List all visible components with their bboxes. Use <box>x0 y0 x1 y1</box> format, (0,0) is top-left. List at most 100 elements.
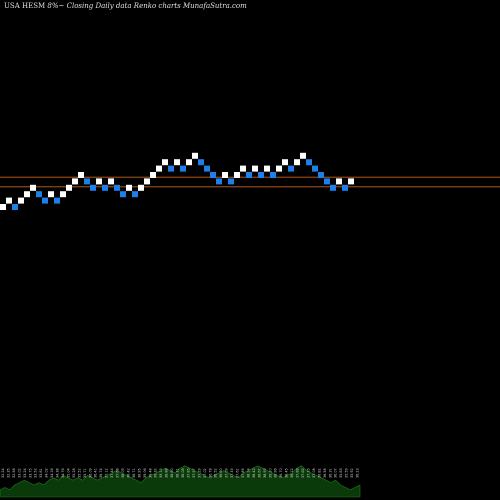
price-label: 34.18 <box>50 468 54 478</box>
symbol-label: USA HESM <box>4 2 46 10</box>
renko-brick-18 <box>108 178 114 185</box>
price-label: 35.28 <box>72 468 76 478</box>
renko-brick-33 <box>198 159 204 166</box>
price-label: 38.12 <box>290 468 294 478</box>
renko-brick-16 <box>96 178 102 185</box>
renko-brick-39 <box>234 172 240 178</box>
renko-brick-52 <box>312 165 318 172</box>
price-label: 35.04 <box>66 468 70 478</box>
renko-brick-4 <box>24 191 30 198</box>
price-label: 37.57 <box>192 468 196 478</box>
price-label: 37.88 <box>296 468 300 478</box>
price-label: 38.95 <box>137 468 141 478</box>
price-label: 39.15 <box>159 468 163 478</box>
change-label: 8% <box>47 2 59 10</box>
renko-brick-49 <box>294 159 300 166</box>
renko-brick-11 <box>66 184 72 191</box>
price-label: 32.24 <box>1 468 5 478</box>
renko-brick-47 <box>282 159 288 166</box>
price-label: 38.70 <box>279 468 283 478</box>
price-label: 36.41 <box>94 468 98 478</box>
price-label: 36.78 <box>208 468 212 478</box>
price-label: 36.74 <box>99 468 103 478</box>
price-label: 38.08 <box>181 468 185 478</box>
renko-brick-51 <box>306 159 312 166</box>
price-label: 37.12 <box>105 468 109 478</box>
price-label: 36.82 <box>317 468 321 478</box>
renko-brick-25 <box>150 172 156 178</box>
price-label: 38.93 <box>263 468 267 478</box>
price-label: 37.61 <box>236 468 240 478</box>
price-label: 32.58 <box>12 468 16 478</box>
renko-brick-12 <box>72 178 78 185</box>
price-label: 39.06 <box>143 468 147 478</box>
renko-brick-57 <box>342 184 348 191</box>
renko-brick-24 <box>144 178 150 185</box>
renko-brick-30 <box>180 165 186 172</box>
price-label: 33.24 <box>23 468 27 478</box>
price-label: 38.42 <box>252 468 256 478</box>
renko-brick-23 <box>138 184 144 191</box>
renko-brick-46 <box>276 165 282 172</box>
renko-brick-37 <box>222 172 228 178</box>
renko-brick-38 <box>228 178 234 185</box>
renko-brick-53 <box>318 172 324 178</box>
price-label: 38.88 <box>165 468 169 478</box>
renko-brick-54 <box>324 178 330 185</box>
price-label: 37.08 <box>312 468 316 478</box>
price-label: 37.35 <box>306 468 310 478</box>
renko-brick-45 <box>270 172 276 178</box>
price-label: 36.31 <box>328 468 332 478</box>
price-label: 37.62 <box>301 468 305 478</box>
renko-brick-42 <box>252 165 258 172</box>
price-label: 36.52 <box>214 468 218 478</box>
renko-brick-44 <box>264 165 270 172</box>
renko-brick-31 <box>186 159 192 166</box>
price-label: 38.96 <box>274 468 278 478</box>
price-label: 37.89 <box>241 468 245 478</box>
renko-brick-58 <box>348 178 354 185</box>
price-label: 38.71 <box>132 468 136 478</box>
price-label: 36.23 <box>356 468 360 478</box>
renko-brick-36 <box>216 178 222 185</box>
chart-type-label: Renko <box>133 2 157 10</box>
renko-brick-3 <box>18 197 24 204</box>
price-label: 33.75 <box>28 468 32 478</box>
price-label: 33.52 <box>34 468 38 478</box>
price-label: 36.80 <box>219 468 223 478</box>
renko-brick-17 <box>102 184 108 191</box>
price-label: 38.31 <box>176 468 180 478</box>
price-label: 38.14 <box>246 468 250 478</box>
price-label: 33.02 <box>17 468 21 478</box>
price-label: 37.33 <box>230 468 234 478</box>
price-label: 38.45 <box>285 468 289 478</box>
renko-brick-5 <box>30 184 36 191</box>
volume-area <box>0 465 361 498</box>
price-label: 36.09 <box>88 468 92 478</box>
renko-brick-6 <box>36 191 42 198</box>
price-label: 36.07 <box>334 468 338 478</box>
price-label: 37.44 <box>110 468 114 478</box>
price-label: 37.85 <box>186 468 190 478</box>
price-label: 39.32 <box>154 468 158 478</box>
price-label: 36.58 <box>323 468 327 478</box>
price-label: 39.20 <box>268 468 272 478</box>
price-label: 35.92 <box>350 468 354 478</box>
renko-brick-19 <box>114 184 120 191</box>
renko-brick-50 <box>300 152 306 159</box>
renko-brick-32 <box>192 152 198 159</box>
price-label: 32.35 <box>6 468 10 478</box>
renko-brick-2 <box>12 204 18 210</box>
price-label: 38.67 <box>257 468 261 478</box>
price-label: 35.52 <box>77 468 81 478</box>
renko-brick-41 <box>246 172 252 178</box>
renko-brick-35 <box>210 172 216 178</box>
renko-brick-56 <box>336 178 342 185</box>
price-labels: 32.24 32.35 32.58 33.02 33.24 33.75 33.52 33.81… <box>1 468 360 478</box>
source-label: charts MunafaSutra.com <box>158 2 247 10</box>
price-label: 34.76 <box>61 468 65 478</box>
renko-brick-10 <box>60 191 66 198</box>
renko-brick-14 <box>84 178 90 185</box>
renko-brick-15 <box>90 184 96 191</box>
